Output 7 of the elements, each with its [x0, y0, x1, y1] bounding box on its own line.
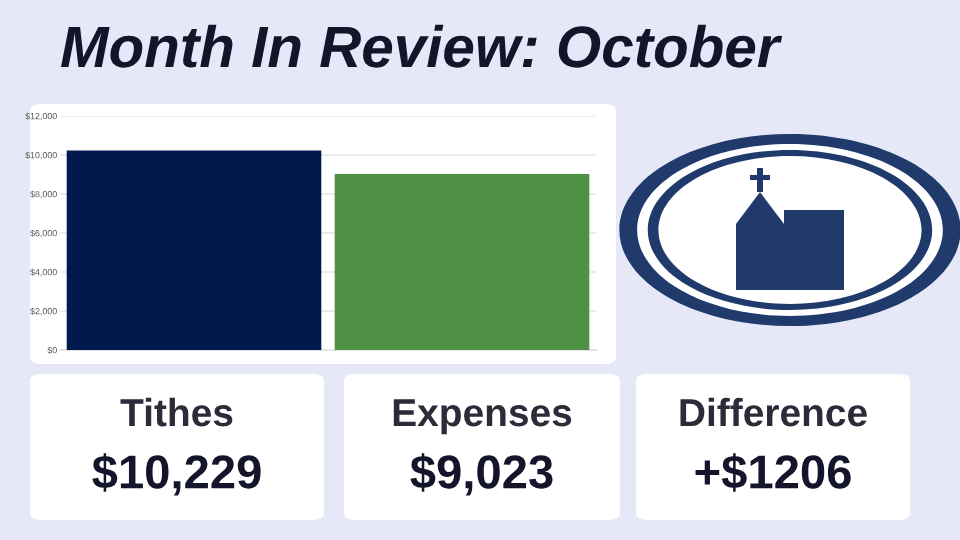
- text: $9,023: [410, 453, 553, 496]
- text: +$1206: [695, 453, 851, 492]
- chart-title: Month In Review: October: [61, 24, 783, 68]
- text: Expenses: [393, 399, 572, 435]
- text: Tithes: [120, 397, 233, 427]
- text: $10,229: [92, 453, 261, 496]
- text: Difference: [680, 397, 867, 427]
